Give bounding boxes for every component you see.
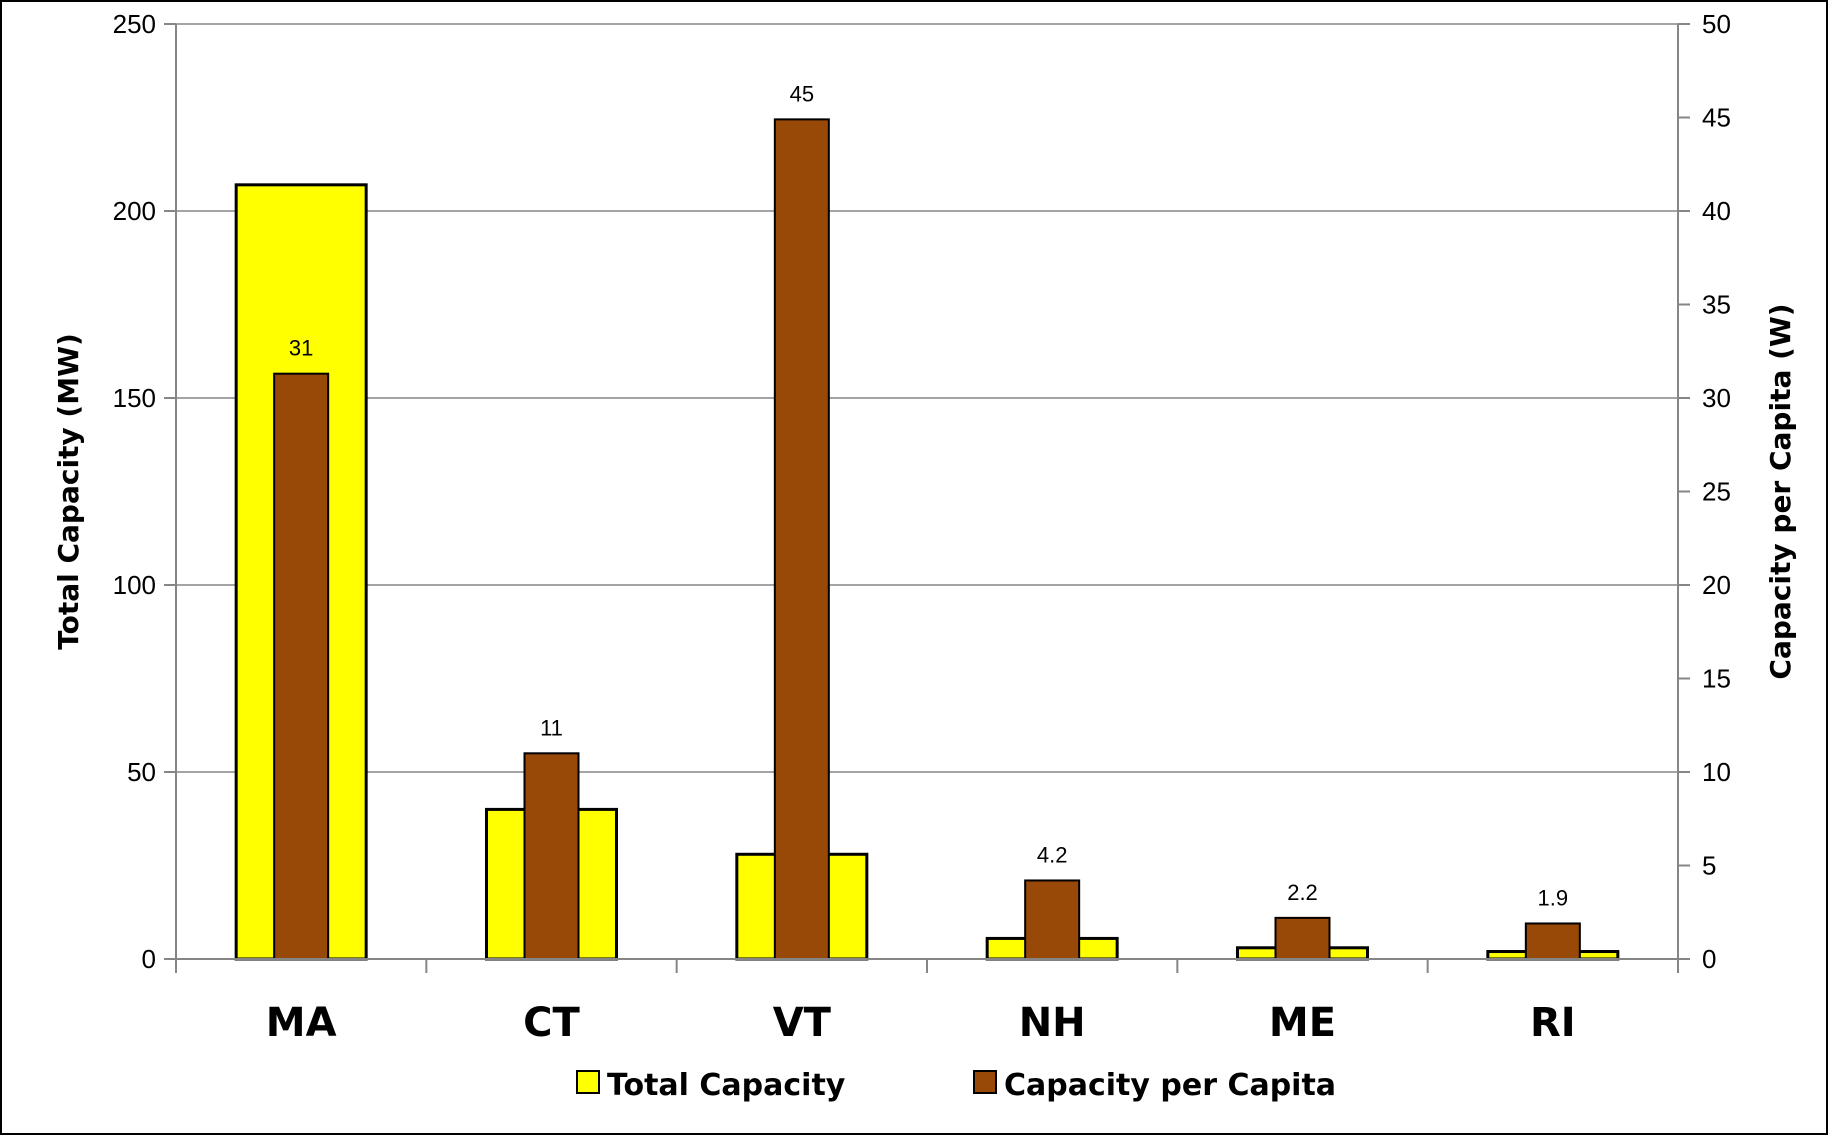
- category-label-ct: CT: [523, 1000, 580, 1046]
- right-axis-title: Capacity per Capita (W): [1764, 303, 1797, 679]
- right-tick-label: 15: [1702, 664, 1731, 694]
- right-tick-label: 10: [1702, 757, 1731, 787]
- left-tick-label: 0: [142, 944, 156, 974]
- gridlines: [176, 24, 1678, 772]
- right-tick-label: 0: [1702, 944, 1716, 974]
- data-label-nh: 4.2: [1037, 842, 1068, 867]
- category-label-ma: MA: [266, 1000, 337, 1046]
- right-tick-label: 25: [1702, 477, 1731, 507]
- right-tick-label: 45: [1702, 103, 1731, 133]
- right-tick-label: 20: [1702, 570, 1731, 600]
- data-label-ma: 31: [289, 336, 313, 361]
- category-label-vt: VT: [773, 1000, 832, 1046]
- legend-label-total-capacity: Total Capacity: [607, 1068, 846, 1103]
- left-tick-label: 200: [113, 196, 156, 226]
- right-tick-label: 30: [1702, 383, 1731, 413]
- category-label-ri: RI: [1530, 1000, 1576, 1046]
- legend-label-capacity-per-capita: Capacity per Capita: [1004, 1068, 1336, 1103]
- bar-capacity-per-capita-me: [1276, 918, 1330, 959]
- left-tick-label: 50: [127, 757, 156, 787]
- legend: Total Capacity Capacity per Capita: [577, 1068, 1336, 1103]
- data-label-vt: 45: [790, 81, 814, 106]
- bar-capacity-per-capita-nh: [1025, 880, 1079, 959]
- right-tick-label: 40: [1702, 196, 1731, 226]
- axes: [164, 24, 1690, 973]
- right-tick-label: 50: [1702, 9, 1731, 39]
- left-tick-label: 100: [113, 570, 156, 600]
- category-label-nh: NH: [1019, 1000, 1086, 1046]
- data-label-ri: 1.9: [1538, 885, 1569, 910]
- left-tick-label: 250: [113, 9, 156, 39]
- right-tick-label: 5: [1702, 851, 1716, 881]
- bar-capacity-per-capita-ma: [274, 374, 328, 959]
- data-label-ct: 11: [540, 715, 563, 740]
- legend-swatch-capacity-per-capita: [974, 1071, 996, 1093]
- bar-capacity-per-capita-vt: [775, 119, 829, 959]
- bar-capacity-per-capita-ct: [525, 753, 579, 959]
- category-label-me: ME: [1269, 1000, 1336, 1046]
- left-tick-label: 150: [113, 383, 156, 413]
- bars: [236, 119, 1618, 959]
- bar-capacity-per-capita-ri: [1526, 923, 1580, 959]
- legend-swatch-total-capacity: [577, 1071, 599, 1093]
- left-axis-title: Total Capacity (MW): [52, 333, 85, 650]
- data-label-me: 2.2: [1287, 880, 1318, 905]
- right-tick-label: 35: [1702, 290, 1731, 320]
